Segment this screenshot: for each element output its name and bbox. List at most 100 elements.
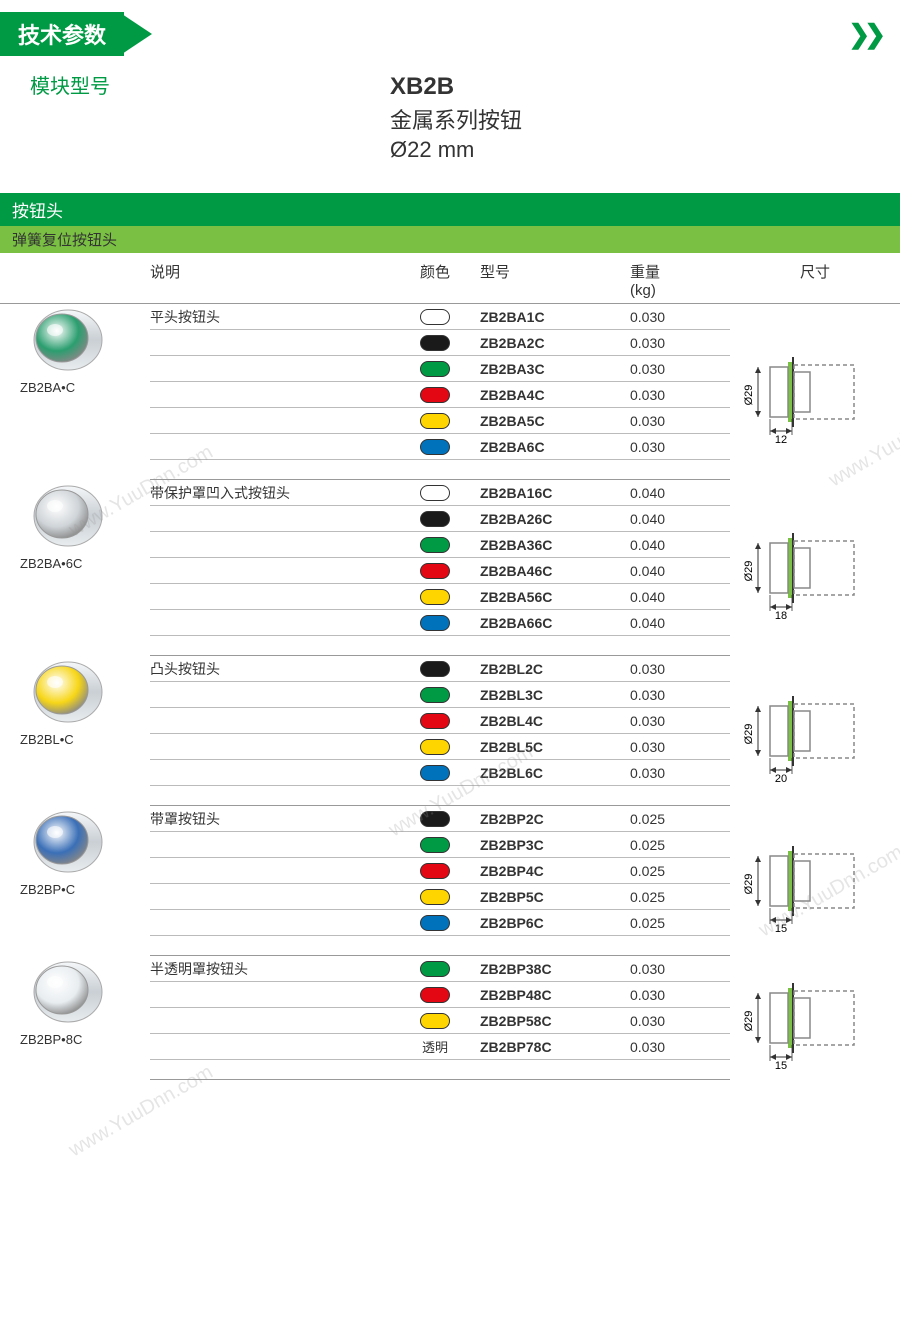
product-photo-label: ZB2BA•6C (20, 556, 150, 571)
spec-row: ZB2BA3C0.030 (150, 356, 730, 382)
color-swatch-icon (420, 1013, 450, 1029)
product-photo: ZB2BP•8C (0, 956, 150, 1080)
dimension-diagram: Ø29 15 (730, 956, 900, 1080)
color-swatch-icon (420, 511, 450, 527)
row-model: ZB2BA56C (480, 589, 630, 605)
row-weight: 0.040 (630, 511, 730, 527)
product-photo: ZB2BP•C (0, 806, 150, 956)
dimension-diagram: Ø29 18 (730, 480, 900, 656)
color-swatch-icon (420, 765, 450, 781)
row-weight: 0.030 (630, 687, 730, 703)
row-weight: 0.040 (630, 485, 730, 501)
color-swatch-icon (420, 739, 450, 755)
row-model: ZB2BP2C (480, 811, 630, 827)
col-model-header: 型号 (480, 261, 630, 299)
row-model: ZB2BA2C (480, 335, 630, 351)
row-model: ZB2BL2C (480, 661, 630, 677)
product-heading: XB2B 金属系列按钮 Ø22 mm (0, 73, 900, 163)
row-model: ZB2BA26C (480, 511, 630, 527)
color-swatch-icon (420, 961, 450, 977)
svg-text:20: 20 (775, 773, 787, 785)
row-color (390, 863, 480, 879)
row-desc: 凸头按钮头 (150, 659, 390, 679)
row-weight: 0.040 (630, 615, 730, 631)
product-desc-1: 金属系列按钮 (390, 103, 900, 135)
spec-row: 带保护罩凹入式按钮头ZB2BA16C0.040 (150, 480, 730, 506)
row-color (390, 961, 480, 977)
row-model: ZB2BL3C (480, 687, 630, 703)
spec-row: ZB2BA5C0.030 (150, 408, 730, 434)
dimension-diagram: Ø29 20 (730, 656, 900, 806)
color-swatch-icon (420, 863, 450, 879)
row-model: ZB2BA1C (480, 309, 630, 325)
col-dim-header: 尺寸 (730, 261, 900, 299)
row-model: ZB2BP48C (480, 987, 630, 1003)
row-weight: 0.030 (630, 309, 730, 325)
spec-row: 透明ZB2BP78C0.030 (150, 1034, 730, 1060)
product-photo: ZB2BA•6C (0, 480, 150, 656)
row-color (390, 413, 480, 429)
color-swatch-icon (420, 439, 450, 455)
col-weight-header: 重量 (kg) (630, 261, 730, 299)
row-model: ZB2BL5C (480, 739, 630, 755)
row-desc: 平头按钮头 (150, 307, 390, 327)
color-swatch-icon (420, 811, 450, 827)
row-desc: 半透明罩按钮头 (150, 959, 390, 979)
color-swatch-icon (420, 563, 450, 579)
color-swatch-icon (420, 335, 450, 351)
row-color (390, 485, 480, 501)
row-color (390, 589, 480, 605)
product-group: ZB2BP•C带罩按钮头ZB2BP2C0.025ZB2BP3C0.025ZB2B… (0, 806, 900, 956)
row-color (390, 713, 480, 729)
color-swatch-icon (420, 361, 450, 377)
color-swatch-icon (420, 413, 450, 429)
row-color (390, 811, 480, 827)
row-weight: 0.030 (630, 765, 730, 781)
color-swatch-icon (420, 615, 450, 631)
product-group: ZB2BL•C凸头按钮头ZB2BL2C0.030ZB2BL3C0.030ZB2B… (0, 656, 900, 806)
spec-row: ZB2BP5C0.025 (150, 884, 730, 910)
row-model: ZB2BP78C (480, 1039, 630, 1055)
row-model: ZB2BP38C (480, 961, 630, 977)
row-weight: 0.025 (630, 811, 730, 827)
spec-row: ZB2BL4C0.030 (150, 708, 730, 734)
col-desc-header: 说明 (150, 261, 390, 299)
color-swatch-icon (420, 589, 450, 605)
color-swatch-icon (420, 713, 450, 729)
row-color (390, 361, 480, 377)
color-swatch-icon (420, 915, 450, 931)
row-color (390, 739, 480, 755)
spec-row: 半透明罩按钮头ZB2BP38C0.030 (150, 956, 730, 982)
row-weight: 0.030 (630, 739, 730, 755)
svg-text:Ø29: Ø29 (743, 724, 755, 745)
section-band-spring-return: 弹簧复位按钮头 (0, 226, 900, 253)
product-group: ZB2BA•C平头按钮头ZB2BA1C0.030ZB2BA2C0.030ZB2B… (0, 304, 900, 480)
spec-row: ZB2BP48C0.030 (150, 982, 730, 1008)
row-color (390, 511, 480, 527)
row-color (390, 1013, 480, 1029)
row-weight: 0.030 (630, 987, 730, 1003)
product-code: XB2B (390, 73, 900, 101)
nav-forward-icon[interactable]: ❯❯ (848, 19, 880, 50)
row-model: ZB2BA46C (480, 563, 630, 579)
row-color (390, 987, 480, 1003)
color-swatch-icon (420, 687, 450, 703)
row-weight: 0.040 (630, 563, 730, 579)
header-arrow-icon (122, 14, 152, 54)
row-color (390, 335, 480, 351)
row-weight: 0.030 (630, 387, 730, 403)
product-photo-label: ZB2BP•C (20, 882, 150, 897)
row-model: ZB2BP58C (480, 1013, 630, 1029)
svg-text:Ø29: Ø29 (743, 385, 755, 406)
dimension-diagram: Ø29 12 (730, 304, 900, 480)
row-weight: 0.025 (630, 889, 730, 905)
spec-row: ZB2BA66C0.040 (150, 610, 730, 636)
product-photo-label: ZB2BA•C (20, 380, 150, 395)
row-desc: 带保护罩凹入式按钮头 (150, 483, 390, 503)
column-header-row: 说明 颜色 型号 重量 (kg) 尺寸 (0, 253, 900, 304)
spec-row: ZB2BA56C0.040 (150, 584, 730, 610)
spec-row: 平头按钮头 ZB2BA1C0.030 (150, 304, 730, 330)
svg-text:15: 15 (775, 923, 787, 935)
spec-row: ZB2BA46C0.040 (150, 558, 730, 584)
row-desc: 带罩按钮头 (150, 809, 390, 829)
